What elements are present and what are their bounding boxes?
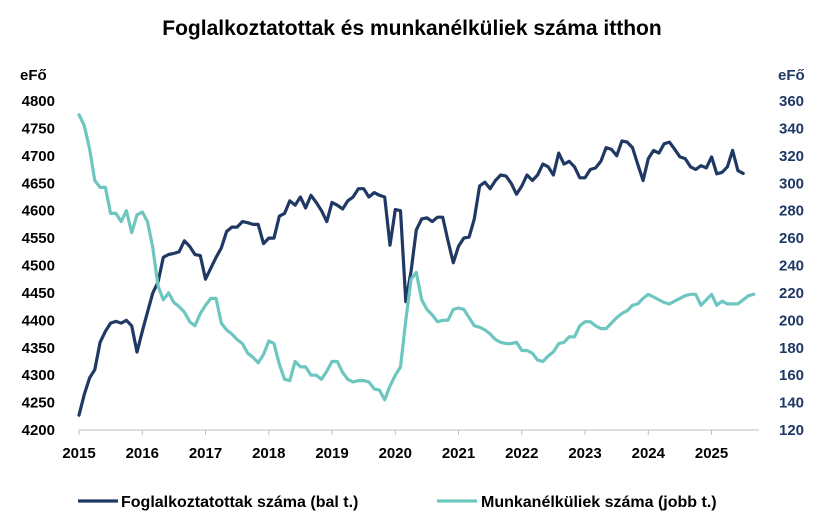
y-left-tick-label: 4700 [22, 148, 55, 165]
legend-label-employed: Foglalkoztatottak száma (bal t.) [121, 494, 358, 511]
x-tick-label: 2015 [62, 445, 95, 462]
legend-item-unemployed: Munkanélküliek száma (jobb t.) [437, 494, 717, 511]
y-right-tick-label: 240 [779, 258, 804, 275]
y-left-tick-label: 4600 [22, 203, 55, 220]
y-right-tick-label: 140 [779, 395, 804, 412]
y-right-tick-label: 220 [779, 285, 804, 302]
x-tick-label: 2021 [442, 445, 475, 462]
x-axis: 2015 2016 2017 2018 2019 2020 2021 2022 2023 2024… [62, 429, 759, 462]
series-line-employed [77, 139, 745, 417]
y-right-tick-label: 300 [779, 175, 804, 192]
y-left-tick-label: 4650 [22, 175, 55, 192]
y-axis-right: 120 140 160 180 200 220 240 260 280 300 320 340 360 [779, 93, 804, 439]
x-tick-label: 2024 [632, 445, 666, 462]
x-tick-label: 2023 [568, 445, 601, 462]
y-left-tick-label: 4750 [22, 120, 55, 137]
y-axis-left: 4200 4250 4300 4350 4400 4450 4500 4550 4600 4650… [22, 93, 55, 439]
y-right-tick-label: 360 [779, 93, 804, 110]
chart-title: Foglalkoztatottak és munkanélküliek szám… [162, 17, 661, 40]
y-left-tick-label: 4800 [22, 93, 55, 110]
y-left-tick-label: 4550 [22, 230, 55, 247]
x-tick-label: 2018 [252, 445, 285, 462]
x-tick-label: 2025 [695, 445, 728, 462]
y-right-tick-label: 120 [779, 422, 804, 439]
y-right-tick-label: 260 [779, 230, 804, 247]
y-right-tick-label: 320 [779, 148, 804, 165]
series-line-unemployed [77, 113, 756, 402]
y-right-tick-label: 280 [779, 203, 804, 220]
y-axis-left-unit: eFő [20, 67, 47, 84]
y-left-tick-label: 4450 [22, 285, 55, 302]
plot-area [77, 113, 756, 417]
legend: Foglalkoztatottak száma (bal t.) Munkané… [78, 494, 717, 511]
x-tick-label: 2022 [505, 445, 538, 462]
y-right-tick-label: 200 [779, 312, 804, 329]
x-tick-label: 2020 [379, 445, 412, 462]
legend-label-unemployed: Munkanélküliek száma (jobb t.) [481, 494, 717, 511]
x-tick-label: 2017 [189, 445, 222, 462]
y-right-tick-label: 340 [779, 120, 804, 137]
y-left-tick-label: 4350 [22, 340, 55, 357]
y-left-tick-label: 4200 [22, 422, 55, 439]
y-axis-right-unit: eFő [778, 67, 805, 84]
y-right-tick-label: 160 [779, 367, 804, 384]
y-right-tick-label: 180 [779, 340, 804, 357]
x-tick-label: 2019 [315, 445, 348, 462]
y-left-tick-label: 4250 [22, 395, 55, 412]
x-tick-label: 2016 [126, 445, 159, 462]
y-left-tick-label: 4500 [22, 258, 55, 275]
y-left-tick-label: 4400 [22, 312, 55, 329]
legend-item-employed: Foglalkoztatottak száma (bal t.) [78, 494, 358, 511]
y-left-tick-label: 4300 [22, 367, 55, 384]
